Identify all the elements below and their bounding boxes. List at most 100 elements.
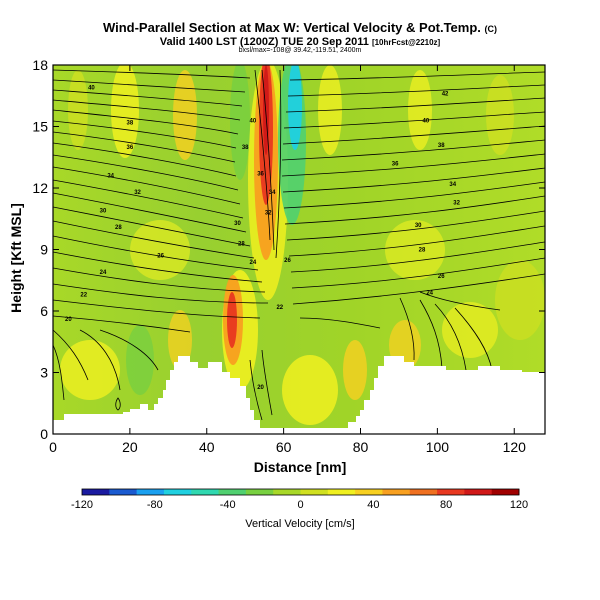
- contour-line: [283, 181, 545, 209]
- contour-line: [53, 315, 191, 333]
- contour-label: 26: [438, 274, 445, 280]
- contour-line: [79, 329, 121, 391]
- contour-label: 32: [453, 200, 460, 206]
- contour-label: 30: [234, 221, 241, 227]
- updraft-band: [68, 70, 88, 150]
- contour-line: [286, 210, 545, 241]
- contour-line: [53, 192, 247, 233]
- contour-label: 36: [392, 161, 399, 167]
- contour-line: [454, 307, 493, 371]
- contour-label: 36: [127, 145, 134, 151]
- updraft-band: [130, 220, 190, 280]
- contour-line: [53, 329, 89, 381]
- contour-line: [284, 195, 545, 225]
- y-tick-label: 18: [32, 57, 48, 73]
- updraft-band: [495, 260, 545, 340]
- contour-label: 30: [415, 223, 422, 229]
- updraft-band: [442, 302, 498, 358]
- contour-line: [281, 139, 545, 161]
- y-tick-label: 6: [40, 303, 48, 319]
- x-tick-label: 0: [49, 439, 57, 455]
- contour-line: [419, 291, 501, 311]
- contour-line: [292, 273, 545, 305]
- contour-line: [53, 299, 261, 319]
- x-axis: 0 20 40 60 80 100 120: [49, 65, 526, 455]
- contour-label: 32: [134, 190, 141, 196]
- downdraft-core: [288, 65, 302, 150]
- contour-line: [53, 179, 244, 219]
- contour-line: [53, 283, 269, 304]
- contour-labels: 40 38 36 34 32 30 28 26 24 22 20 40 38 36 34 32 30 28 24 26…: [65, 86, 461, 391]
- updraft-band: [282, 355, 338, 425]
- contour-label: 34: [449, 182, 456, 188]
- contour-line: [53, 344, 65, 401]
- contour-line: [99, 329, 159, 371]
- copyright-mark: (C): [484, 24, 498, 34]
- contour-label: 40: [88, 86, 95, 92]
- contour-label: 40: [423, 118, 430, 124]
- y-tick-label: 9: [40, 242, 48, 258]
- chart-subtitle: Valid 1400 LST (1200Z) TUE 20 Sep 2011 […: [0, 36, 600, 48]
- contour-line: [275, 69, 282, 259]
- contour-line: [53, 142, 237, 177]
- x-axis-label: Distance [nm]: [253, 459, 347, 475]
- contour-line: [53, 79, 246, 93]
- contour-line: [299, 317, 381, 329]
- downdraft-band: [230, 65, 250, 180]
- contour-label: 26: [157, 254, 164, 260]
- isentrope-contours: [53, 69, 545, 421]
- contour-line: [281, 153, 545, 177]
- downdraft-band: [126, 325, 154, 395]
- x-tick-label: 100: [426, 439, 450, 455]
- contour-line: [53, 131, 236, 163]
- contour-line: [285, 97, 545, 113]
- contour-line: [53, 251, 263, 283]
- contour-line: [53, 99, 241, 121]
- contour-label: 34: [269, 190, 276, 196]
- x-tick-label: 40: [199, 439, 215, 455]
- contour-line: [115, 397, 121, 411]
- contour-label: 20: [65, 317, 72, 323]
- contour-line: [53, 109, 239, 135]
- contour-label: 30: [100, 209, 107, 215]
- contour-label: 20: [257, 385, 264, 391]
- x-tick-label: 120: [503, 439, 527, 455]
- y-tick-label: 12: [32, 180, 48, 196]
- contour-line: [290, 241, 545, 273]
- contour-line: [291, 257, 545, 289]
- valid-time: Valid 1400 LST (1200Z) TUE 20 Sep 2011: [159, 36, 369, 48]
- contour-line: [53, 120, 237, 149]
- updraft-band: [385, 220, 445, 280]
- contour-label: 38: [438, 143, 445, 149]
- contour-label: 24: [426, 291, 433, 297]
- contour-line: [288, 225, 545, 257]
- contour-label: 36: [257, 172, 264, 178]
- contour-line: [249, 359, 263, 421]
- chart-title-text: Wind-Parallel Section at Max W: Vertical…: [102, 20, 481, 35]
- contour-line: [53, 220, 255, 259]
- y-tick-label: 0: [40, 426, 48, 442]
- contour-label: 40: [250, 118, 257, 124]
- contour-label: 24: [250, 260, 257, 266]
- y-tick-label: 3: [40, 365, 48, 381]
- forecast-info: [10hrFcst@2210z]: [371, 38, 441, 47]
- contour-label: 22: [80, 293, 87, 299]
- contour-line: [282, 167, 545, 193]
- contour-label: 38: [127, 120, 134, 126]
- y-tick-label: 15: [32, 119, 48, 135]
- contour-label: 32: [265, 211, 272, 217]
- updraft-band: [343, 340, 367, 400]
- contour-line: [53, 89, 243, 107]
- contour-line: [261, 69, 275, 251]
- updraft-band: [173, 70, 197, 160]
- contour-label: 28: [238, 241, 245, 247]
- contour-label: 24: [100, 270, 107, 276]
- contour-line: [287, 84, 545, 97]
- updraft-core: [227, 292, 237, 348]
- contour-label: 42: [442, 92, 449, 98]
- contour-line: [399, 297, 415, 361]
- updraft-band: [111, 65, 139, 158]
- contour-line: [53, 267, 266, 293]
- colorbar-label: Vertical Velocity [cm/s]: [245, 518, 355, 530]
